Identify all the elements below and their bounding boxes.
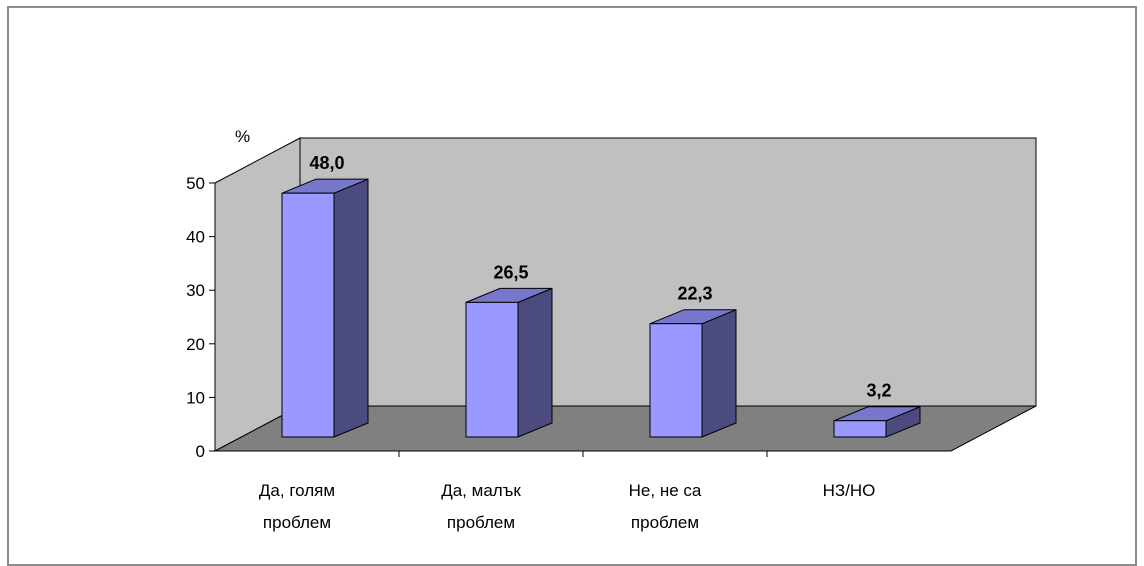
y-tick-label: 50 — [186, 174, 205, 193]
bar — [281, 178, 369, 438]
bar-side — [517, 287, 553, 438]
category-label: Да, малък — [441, 481, 521, 500]
y-tick-label: 20 — [186, 335, 205, 354]
bar-front — [465, 301, 519, 438]
category-label: НЗ/НО — [823, 481, 876, 500]
bar-front — [833, 420, 887, 438]
bar — [833, 405, 921, 438]
category-label: проблем — [631, 513, 699, 532]
category-label: проблем — [263, 513, 331, 532]
y-axis: 0 10 20 30 40 50 — [186, 174, 951, 461]
bar-side — [333, 178, 369, 438]
bar-front — [281, 192, 335, 438]
data-label: 48,0 — [309, 153, 344, 173]
category-label: проблем — [447, 513, 515, 532]
data-label: 3,2 — [866, 381, 891, 401]
bar-front — [649, 323, 703, 438]
bar-side — [701, 308, 737, 438]
category-label: Да, голям — [259, 481, 335, 500]
y-axis-unit: % — [235, 127, 250, 146]
bar — [649, 308, 737, 438]
y-tick-label: 30 — [186, 281, 205, 300]
category-label: Не, не са — [629, 481, 702, 500]
bar — [465, 287, 553, 438]
data-label: 26,5 — [493, 262, 528, 282]
y-tick-label: 10 — [186, 388, 205, 407]
bars: 48,0 26,5 22,3 3,2 — [281, 153, 921, 438]
data-label: 22,3 — [677, 284, 712, 304]
y-tick-label: 40 — [186, 228, 205, 247]
y-tick-label: 0 — [196, 442, 205, 461]
bar-chart-3d: 0 10 20 30 40 50 48,0 26,5 22,3 3,2 Да, голям про… — [186, 127, 1037, 532]
category-labels: Да, голям проблем Да, малък проблем Не, не с… — [259, 481, 875, 532]
